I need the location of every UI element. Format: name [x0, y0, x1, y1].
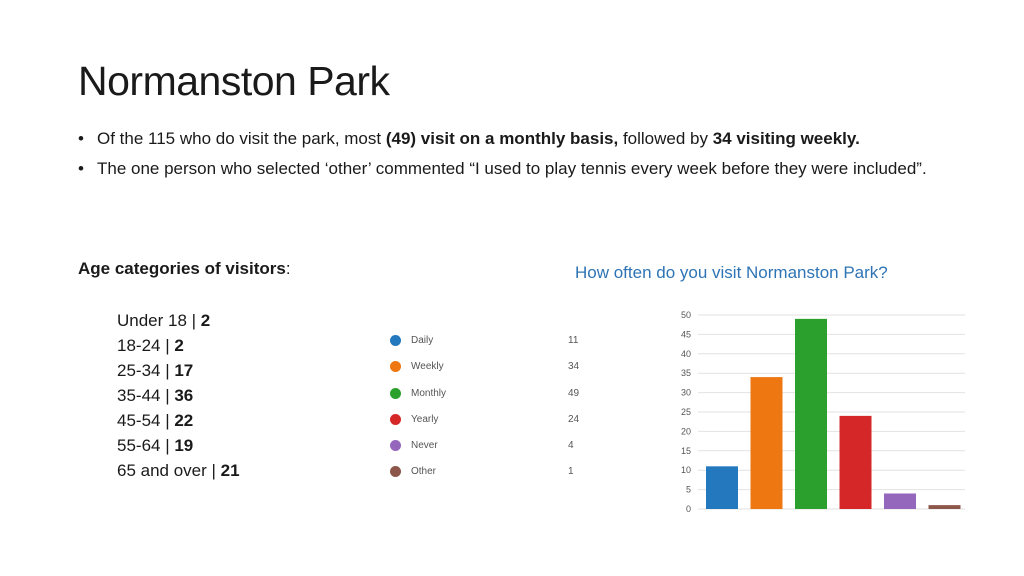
legend-label: Never [411, 440, 438, 452]
legend-swatch [390, 361, 401, 373]
age-item: 55-64 | 19 [117, 433, 240, 458]
legend-value: 11 [568, 335, 579, 346]
y-tick-label: 10 [681, 465, 691, 475]
age-item: 18-24 | 2 [117, 333, 240, 358]
y-tick-label: 45 [681, 329, 691, 339]
legend-label: Daily [411, 335, 434, 346]
age-label: 18-24 | [117, 336, 175, 355]
y-tick-label: 50 [681, 310, 691, 320]
age-label: 35-44 | [117, 386, 175, 405]
age-count: 36 [174, 386, 194, 405]
bar-chart: 0 5 10 15 20 25 30 35 40 45 50 [681, 310, 965, 514]
chart-legend: Daily 11 Weekly 34 Monthly 49 Yearly 24 Never 4 Ot… [388, 332, 588, 490]
bar-monthly [795, 318, 827, 509]
bullet1-text-2: followed by [618, 129, 713, 148]
y-tick-label: 35 [681, 368, 691, 378]
age-count: 22 [174, 411, 194, 430]
legend-label: Monthly [411, 387, 447, 399]
bullet1-bold-2: 34 visiting weekly. [712, 129, 860, 148]
y-tick-label: 20 [681, 426, 691, 436]
bullet-item-1: • Of the 115 who do visit the park, most… [78, 129, 928, 149]
age-heading-colon: : [285, 259, 291, 278]
bar-weekly [750, 377, 783, 509]
legend-value: 4 [568, 440, 574, 452]
bullet2-text: The one person who selected ‘other’ comm… [97, 159, 927, 178]
legend-swatch [390, 335, 401, 346]
bullet-item-2: • The one person who selected ‘other’ co… [78, 159, 928, 179]
chart-title: How often do you visit Normanston Park? [575, 263, 888, 282]
age-label: 45-54 | [117, 411, 175, 430]
age-heading: Age categories of visitors: [78, 259, 291, 279]
bar-never [884, 493, 916, 509]
bullet1-text-1: Of the 115 who do visit the park, most [97, 129, 386, 148]
y-tick-label: 5 [686, 485, 691, 495]
age-count: 19 [174, 436, 194, 455]
age-item: 35-44 | 36 [117, 383, 240, 408]
legend-item-never: Never 4 [388, 437, 588, 463]
legend-value: 24 [568, 413, 580, 425]
bullet-dot: • [78, 129, 84, 148]
legend-item-daily: Daily 11 [388, 332, 588, 358]
age-item: 65 and over | 21 [117, 458, 240, 483]
legend-item-other: Other 1 [388, 463, 588, 489]
age-count: 2 [200, 311, 211, 330]
bar-daily [706, 466, 738, 509]
legend-swatch [390, 387, 401, 399]
legend-value: 49 [568, 387, 580, 399]
age-label: Under 18 | [117, 311, 201, 330]
age-item: 45-54 | 22 [117, 408, 240, 433]
age-heading-label: Age categories of visitors [78, 259, 286, 278]
y-tick-label: 40 [681, 349, 691, 359]
bullet-list: • Of the 115 who do visit the park, most… [78, 129, 928, 189]
age-count: 21 [220, 461, 240, 480]
age-list: Under 18 | 2 18-24 | 2 25-34 | 17 35-44 … [117, 308, 240, 483]
legend-label: Yearly [411, 413, 439, 425]
legend-value: 1 [568, 466, 574, 478]
y-tick-label: 30 [681, 388, 691, 398]
y-tick-label: 25 [681, 407, 691, 417]
legend-value: 34 [568, 361, 580, 373]
y-tick-label: 15 [681, 446, 691, 456]
legend-label: Other [411, 466, 437, 478]
slide-title: Normanston Park [78, 58, 390, 104]
age-count: 2 [174, 336, 184, 355]
bar-yearly [839, 415, 872, 509]
bar-other [928, 505, 961, 509]
legend-item-weekly: Weekly 34 [388, 358, 588, 384]
age-item: Under 18 | 2 [117, 308, 240, 333]
age-item: 25-34 | 17 [117, 358, 240, 383]
age-label: 65 and over | [117, 461, 221, 480]
legend-item-yearly: Yearly 24 [388, 411, 588, 437]
legend-swatch [390, 466, 401, 478]
legend-label: Weekly [411, 361, 444, 373]
age-label: 25-34 | [117, 361, 175, 380]
bullet-dot: • [78, 159, 84, 178]
legend-item-monthly: Monthly 49 [388, 385, 588, 411]
age-label: 55-64 | [117, 436, 175, 455]
y-tick-label: 0 [686, 504, 691, 514]
age-count: 17 [174, 361, 194, 380]
legend-swatch [390, 413, 401, 425]
legend-swatch [390, 440, 401, 452]
bullet1-bold-1: (49) visit on a monthly basis, [385, 129, 619, 148]
